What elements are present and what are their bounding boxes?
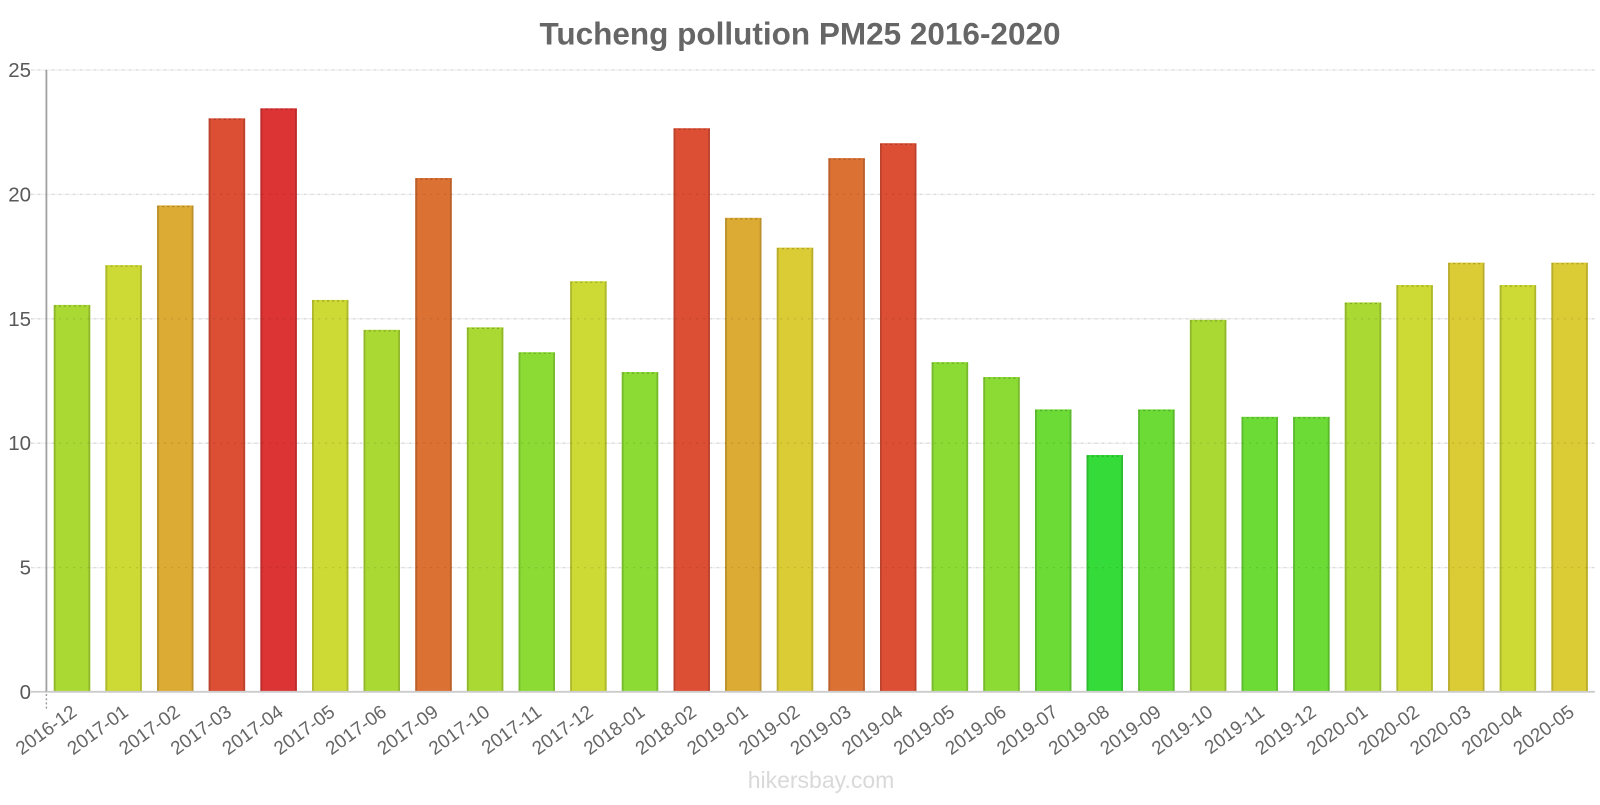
svg-text:5: 5 [20, 557, 31, 580]
svg-text:0: 0 [20, 681, 31, 704]
svg-text:20: 20 [8, 183, 31, 206]
svg-text:15: 15 [8, 308, 31, 331]
svg-text:hikersbay.com: hikersbay.com [748, 767, 895, 793]
svg-text:Tucheng pollution PM25 2016-20: Tucheng pollution PM25 2016-2020 [539, 16, 1060, 52]
svg-text:10: 10 [8, 432, 31, 455]
svg-text:25: 25 [8, 59, 31, 82]
